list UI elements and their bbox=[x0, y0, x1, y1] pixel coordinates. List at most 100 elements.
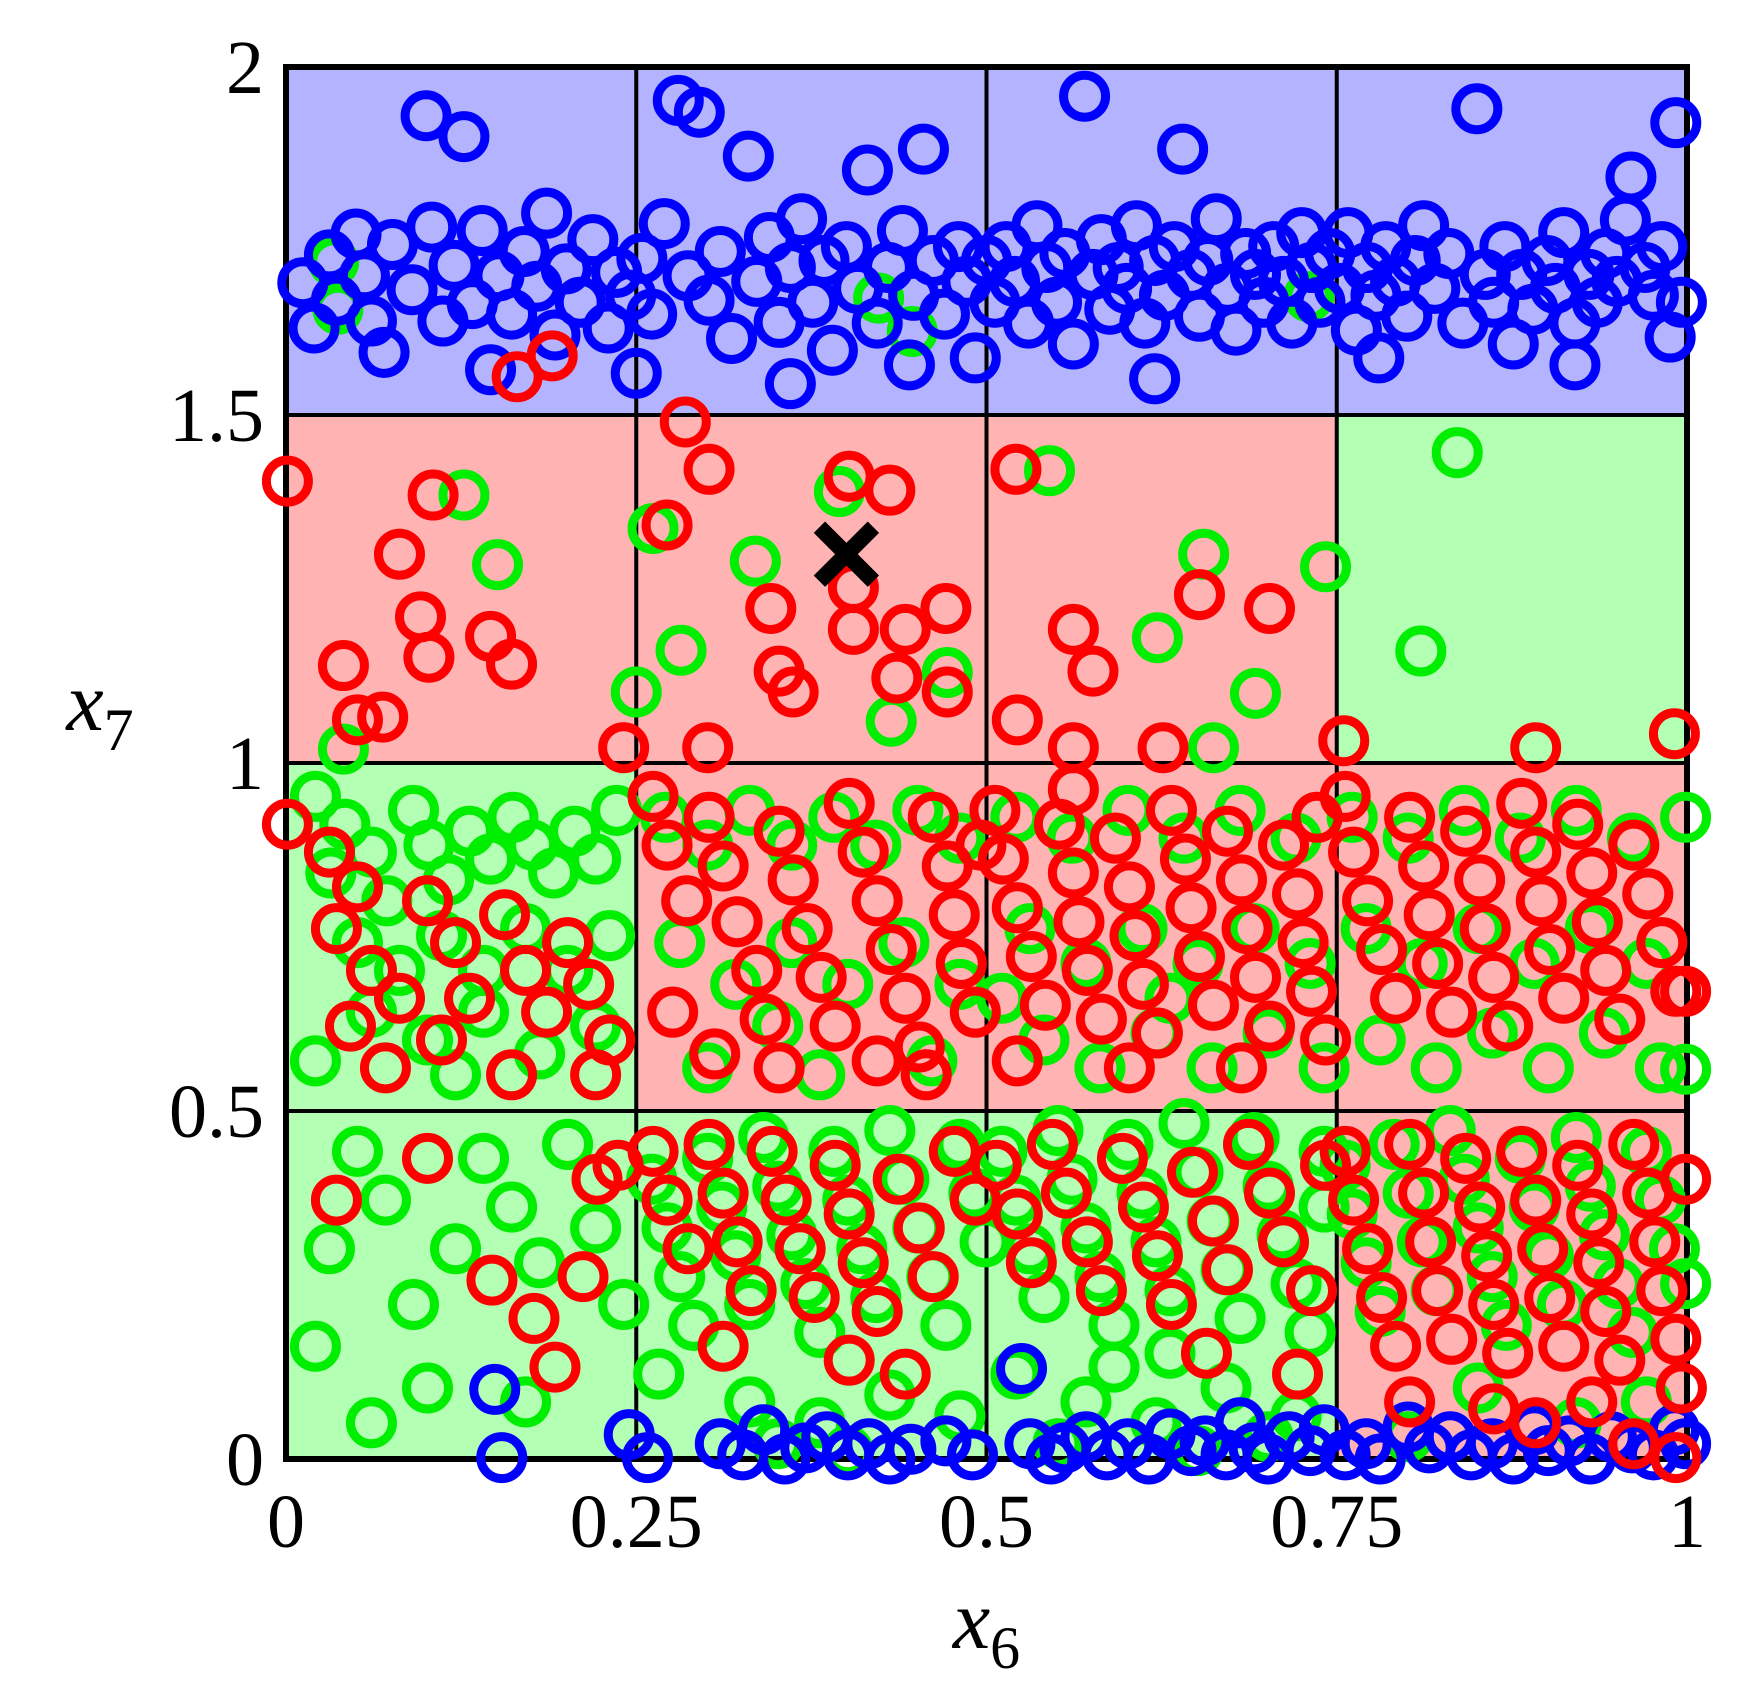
data-point-class-blue bbox=[567, 214, 619, 266]
data-point-class-green bbox=[1024, 445, 1076, 497]
data-point-class-red bbox=[1244, 582, 1296, 634]
data-point-class-red bbox=[261, 798, 313, 850]
data-point-class-red bbox=[1061, 944, 1113, 996]
data-point-class-red bbox=[871, 652, 923, 704]
data-point-class-red bbox=[526, 330, 578, 382]
data-point-class-red bbox=[1515, 875, 1567, 927]
data-point-class-green bbox=[654, 1251, 706, 1303]
data-point-class-red bbox=[893, 1202, 945, 1254]
data-point-class-green bbox=[1634, 1042, 1686, 1094]
data-point-class-red bbox=[1496, 777, 1548, 829]
data-point-class-red bbox=[1222, 1118, 1274, 1170]
data-point-class-red bbox=[697, 1167, 749, 1219]
data-point-class-red bbox=[1356, 924, 1408, 976]
y-axis-label: x7 bbox=[64, 656, 133, 763]
data-point-class-blue bbox=[1190, 193, 1242, 245]
data-point-class-red bbox=[1538, 1320, 1590, 1372]
data-point-class-blue bbox=[1031, 276, 1083, 328]
data-point-class-green bbox=[1300, 541, 1352, 593]
x-tick-label: 0 bbox=[267, 1480, 305, 1564]
data-point-class-red bbox=[1318, 715, 1370, 767]
data-point-class-red bbox=[1594, 1334, 1646, 1386]
data-point-class-green bbox=[794, 1306, 846, 1358]
data-point-class-red bbox=[1047, 847, 1099, 899]
data-point-class-red bbox=[1187, 979, 1239, 1031]
data-point-class-red bbox=[1636, 917, 1688, 969]
data-point-class-red bbox=[1047, 603, 1099, 655]
data-point-class-red bbox=[373, 528, 425, 580]
data-point-class-red bbox=[1342, 875, 1394, 927]
data-point-class-red bbox=[760, 1174, 812, 1226]
data-point-class-red bbox=[879, 972, 931, 1024]
data-point-class-red bbox=[500, 944, 552, 996]
data-point-class-red bbox=[837, 1237, 889, 1289]
data-point-class-blue bbox=[722, 130, 774, 182]
data-point-class-red bbox=[1629, 1216, 1681, 1268]
data-point-class-red bbox=[1109, 910, 1161, 962]
data-point-class-red bbox=[1229, 951, 1281, 1003]
data-point-class-red bbox=[1075, 993, 1127, 1045]
x-tick-label: 0.75 bbox=[1270, 1480, 1403, 1564]
data-point-class-green bbox=[458, 986, 510, 1038]
data-point-class-blue bbox=[1636, 221, 1688, 273]
data-point-class-green bbox=[305, 847, 357, 899]
data-point-class-green bbox=[514, 1237, 566, 1289]
data-point-class-red bbox=[683, 443, 735, 495]
y-tick-label: 2 bbox=[226, 26, 264, 110]
data-point-class-green bbox=[331, 1125, 383, 1177]
data-point-class-red bbox=[486, 638, 538, 690]
data-point-class-green bbox=[458, 1132, 510, 1184]
data-point-class-green bbox=[1395, 625, 1447, 677]
x-tick-label: 0.5 bbox=[939, 1480, 1034, 1564]
data-point-class-green bbox=[864, 1104, 916, 1156]
data-point-class-red bbox=[879, 603, 931, 655]
data-point-class-red bbox=[1089, 812, 1141, 864]
data-point-class-blue bbox=[776, 193, 828, 245]
data-point-class-blue bbox=[1423, 228, 1475, 280]
data-point-class-red bbox=[907, 791, 959, 843]
data-point-class-red bbox=[753, 805, 805, 857]
data-point-class-red bbox=[1131, 1230, 1183, 1282]
data-point-class-blue bbox=[400, 90, 452, 142]
data-point-class-red bbox=[430, 917, 482, 969]
data-point-class-red bbox=[907, 1251, 959, 1303]
data-point-class-red bbox=[1552, 798, 1604, 850]
data-point-class-red bbox=[788, 1272, 840, 1324]
data-point-class-green bbox=[438, 469, 490, 521]
data-point-class-red bbox=[521, 986, 573, 1038]
data-point-class-green bbox=[1354, 1014, 1406, 1066]
data-point-class-blue bbox=[949, 332, 1001, 384]
data-point-class-blue bbox=[1210, 304, 1262, 356]
data-point-class-red bbox=[1594, 993, 1646, 1045]
data-point-class-red bbox=[317, 640, 369, 692]
data-point-class-red bbox=[1117, 1181, 1169, 1233]
data-point-class-red bbox=[767, 854, 819, 906]
data-point-class-red bbox=[1426, 1313, 1478, 1365]
data-point-class-blue bbox=[883, 339, 935, 391]
data-point-class-blue bbox=[638, 198, 690, 250]
data-point-class-red bbox=[1454, 1181, 1506, 1233]
data-point-class-red bbox=[1571, 896, 1623, 948]
data-point-class-green bbox=[633, 1348, 685, 1400]
data-point-class-red bbox=[1159, 833, 1211, 885]
data-point-class-red bbox=[1201, 805, 1253, 857]
data-point-class-red bbox=[1328, 1174, 1380, 1226]
data-point-class-red bbox=[809, 1139, 861, 1191]
data-point-class-green bbox=[430, 1223, 482, 1275]
data-point-class-red bbox=[1660, 965, 1712, 1017]
data-point-class-red bbox=[991, 694, 1043, 746]
data-point-class-green bbox=[486, 1181, 538, 1233]
data-point-class-green bbox=[1522, 1042, 1574, 1094]
data-point-class-red bbox=[1566, 1188, 1618, 1240]
data-point-class-red bbox=[402, 875, 454, 927]
data-point-class-green bbox=[289, 1035, 341, 1087]
data-point-class-blue bbox=[1538, 207, 1590, 259]
data-point-class-green bbox=[1438, 784, 1490, 836]
data-point-class-blue bbox=[920, 1415, 972, 1467]
data-point-class-red bbox=[1412, 1265, 1464, 1317]
data-point-class-red bbox=[935, 937, 987, 989]
data-point-class-green bbox=[542, 1118, 594, 1170]
data-point-class-red bbox=[1461, 1230, 1513, 1282]
data-point-class-green bbox=[1298, 1042, 1350, 1094]
